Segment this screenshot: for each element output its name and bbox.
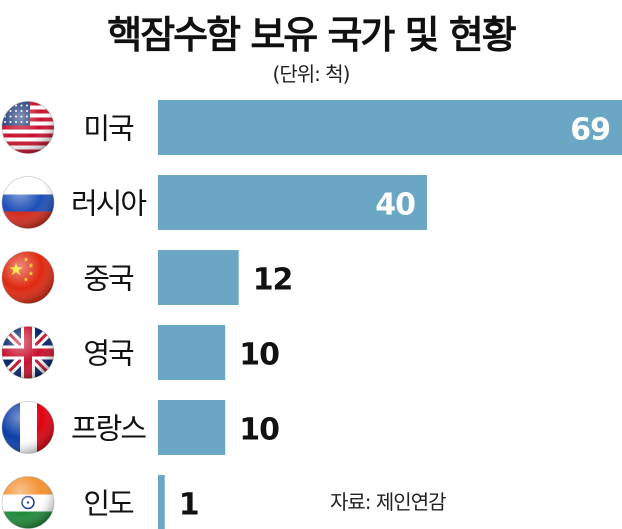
value-label: 10	[239, 413, 279, 448]
india-flag-icon	[1, 476, 55, 529]
value-label: 1	[179, 488, 199, 523]
bar	[158, 250, 239, 305]
category-label: 프랑스	[71, 412, 146, 446]
bar	[158, 100, 622, 155]
chart-row: 러시아 40	[1, 175, 427, 230]
chart-row: 인도 1	[1, 475, 200, 529]
value-label: 40	[375, 188, 415, 223]
chart-row: 중국 12	[1, 250, 293, 305]
bar	[158, 325, 226, 380]
value-label: 10	[239, 338, 279, 373]
france-flag-icon	[1, 401, 55, 454]
us-flag-icon	[1, 101, 55, 154]
bar	[158, 400, 226, 455]
category-label: 중국	[83, 262, 134, 296]
chart-row: 프랑스 10	[1, 400, 280, 455]
russia-flag-icon	[1, 176, 55, 229]
chart-row: 미국 69	[1, 100, 622, 155]
category-label: 미국	[83, 112, 134, 146]
uk-flag-icon	[1, 326, 55, 379]
chart-title: 핵잠수함 보유 국가 및 현황	[107, 13, 516, 57]
chart-row: 영국 10	[1, 325, 280, 380]
china-flag-icon	[1, 251, 55, 304]
bar	[158, 475, 165, 529]
source-label: 자료: 제인연감	[330, 490, 446, 514]
value-label: 12	[253, 263, 293, 298]
bar	[158, 175, 427, 230]
unit-label: (단위: 척)	[272, 62, 351, 86]
category-label: 러시아	[71, 187, 146, 221]
value-label: 69	[570, 113, 610, 148]
category-label: 인도	[83, 487, 134, 521]
category-label: 영국	[83, 337, 134, 371]
